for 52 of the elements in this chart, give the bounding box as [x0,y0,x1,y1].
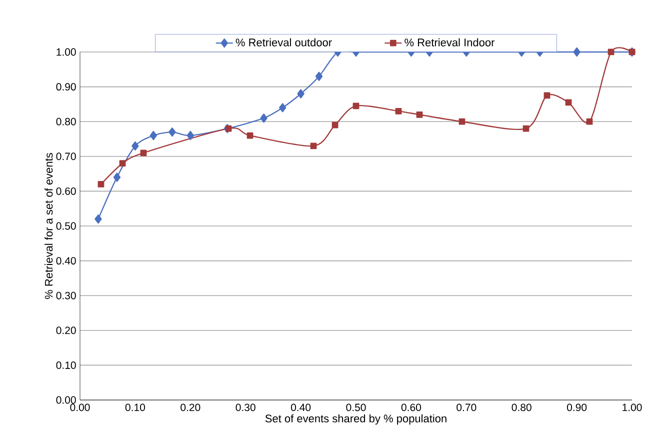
point [458,118,466,125]
point [586,118,593,125]
point [297,89,304,98]
point [150,130,158,140]
x-tick-label: 0.10 [125,404,145,412]
x-tick-label: 0.40 [290,404,311,412]
legend-label: % Retrieval Indoor [404,38,495,46]
y-tick-label: 0.10 [56,361,76,369]
point [279,103,286,112]
point [608,48,614,56]
point [315,72,323,81]
legend-label: % Retrieval outdoor [236,38,332,46]
y-tick-label: 0.20 [56,326,76,334]
point [94,214,102,224]
point [98,181,104,188]
point [113,172,121,182]
x-tick-label: 1.00 [622,404,642,412]
x-tick-label: 0.90 [566,404,587,412]
point [310,142,317,150]
point [395,108,402,114]
point [573,47,580,57]
point [544,92,550,99]
y-tick-label: 0.80 [56,118,76,126]
point [332,122,338,128]
point [186,130,194,140]
point [119,160,126,167]
x-tick-label: 0.80 [512,404,532,412]
y-tick-label: 0.50 [56,222,76,230]
point [565,99,572,106]
point [132,141,139,151]
y-tick-label: 0.40 [56,257,76,265]
y-tick-label: 1.00 [56,48,76,56]
y-tick-label: 0.30 [56,292,76,300]
x-tick-label: 0.70 [456,404,476,412]
y-tick-label: 0.70 [56,152,76,160]
y-axis-title: % Retrieval for a set of events [44,153,53,299]
y-tick-label: 0.00 [56,396,76,404]
point [352,102,360,110]
x-tick-label: 0.20 [180,404,200,412]
x-tick-label: 0.30 [236,404,256,412]
point [416,111,423,118]
point [260,114,268,123]
y-tick-label: 0.60 [56,187,76,195]
point [522,125,530,132]
x-tick-label: 0.00 [70,404,90,412]
x-tick-label: 0.60 [401,404,422,412]
point [140,150,147,156]
point [168,127,176,137]
x-axis-title: Set of events shared by % population [265,414,446,425]
point [246,132,254,139]
x-tick-label: 0.50 [346,404,366,412]
y-tick-label: 0.90 [56,83,76,91]
